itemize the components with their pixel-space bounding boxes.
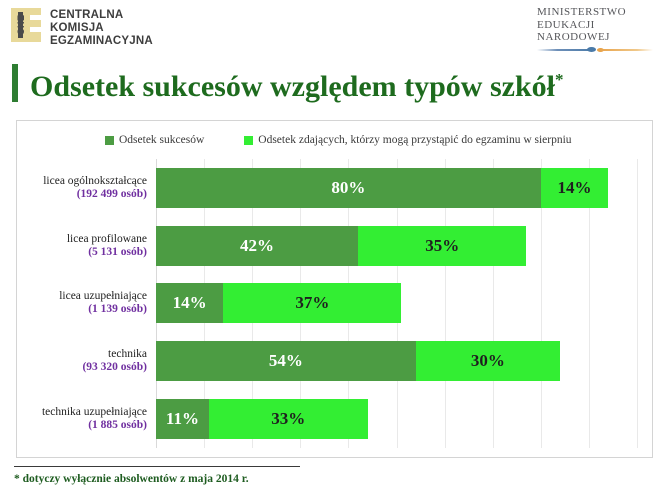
bar-segment-primary-label: 42% <box>240 235 274 255</box>
bar-segment-secondary-label: 37% <box>295 293 330 313</box>
footnote: * dotyczy wyłącznie absolwentów z maja 2… <box>14 466 314 485</box>
cke-logo: CKE CENTRALNA KOMISJA EGZAMINACYJNA <box>11 8 153 49</box>
bar-row-label: licea uzupełniające (1 139 osób) <box>17 290 156 316</box>
legend-label-series1: Odsetek sukcesów <box>119 134 205 146</box>
cke-mark-bar <box>18 12 23 38</box>
bar-row-category-name: licea uzupełniające <box>59 290 147 303</box>
men-logo-rule-icon <box>537 47 653 53</box>
bar-row-category-count: (192 499 osób) <box>76 187 147 200</box>
footnote-divider <box>14 466 300 467</box>
chart-bar-row: technika uzupełniające (1 885 osób) 11% 33% <box>17 390 654 448</box>
bar-segment-primary[interactable]: 14% <box>156 283 224 324</box>
bar-segment-secondary-label: 30% <box>470 351 505 371</box>
chart-plot-area: licea ogólnokształcące (192 499 osób) 80% 1… <box>17 159 654 456</box>
bar-segment-primary[interactable]: 80% <box>156 167 541 208</box>
bar-track: 11% 33% <box>156 399 654 440</box>
bar-segment-secondary[interactable]: 33% <box>208 399 368 440</box>
men-logo: MINISTERSTWO EDUKACJI NARODOWEJ <box>537 6 657 53</box>
cke-logo-line3: EGZAMINACYJNA <box>50 35 153 48</box>
chart-bar-row: licea profilowane (5 131 osób) 42% 35% <box>17 217 654 275</box>
bar-row-category-name: licea profilowane <box>66 232 147 245</box>
bar-track: 54% 30% <box>156 341 654 382</box>
legend-label-series2: Odsetek zdających, którzy mogą przystąpi… <box>258 134 572 146</box>
cke-mark-notch-mid <box>30 27 41 32</box>
bar-row-category-count: (5 131 osób) <box>88 245 147 258</box>
chart-legend: Odsetek sukcesów Odsetek zdających, któr… <box>17 130 654 150</box>
men-rule-blue-segment <box>537 48 595 51</box>
cke-mark-notch-top <box>30 15 41 20</box>
bar-row-category-name: technika <box>108 348 147 361</box>
chart-bar-row: licea ogólnokształcące (192 499 osób) 80% 1… <box>17 159 654 217</box>
bar-segment-primary-label: 11% <box>165 409 199 429</box>
chart-panel: Odsetek sukcesów Odsetek zdających, któr… <box>16 120 653 458</box>
bar-segment-primary-label: 14% <box>172 293 207 313</box>
bar-row-category-count: (93 320 osób) <box>82 361 147 374</box>
men-rule-orange-segment <box>599 48 653 51</box>
men-logo-line2: EDUKACJI <box>537 18 595 31</box>
title-text: Odsetek sukcesów względem typów szkół <box>30 69 555 103</box>
men-rule-blue-dot <box>587 47 596 53</box>
legend-item-odsetek-zdajacych: Odsetek zdających, którzy mogą przystąpi… <box>244 134 572 146</box>
footnote-text: * dotyczy wyłącznie absolwentów z maja 2… <box>14 473 249 485</box>
bar-row-category-name: licea ogólnokształcące <box>43 174 147 187</box>
bar-segment-secondary[interactable]: 37% <box>223 283 402 324</box>
chart-bar-rows: licea ogólnokształcące (192 499 osób) 80% 1… <box>17 159 654 448</box>
men-logo-text: MINISTERSTWO EDUKACJI NARODOWEJ <box>537 6 657 44</box>
bar-segment-primary[interactable]: 11% <box>156 399 209 440</box>
legend-item-odsetek-sukcesow: Odsetek sukcesów <box>105 134 204 146</box>
bar-row-category-count: (1 139 osób) <box>88 303 147 316</box>
bar-segment-primary-label: 80% <box>331 177 366 197</box>
bar-segment-secondary[interactable]: 14% <box>540 167 609 208</box>
bar-segment-secondary[interactable]: 35% <box>358 225 527 266</box>
bar-segment-primary[interactable]: 42% <box>156 225 359 266</box>
cke-logo-line1: CENTRALNA <box>50 9 124 21</box>
men-logo-line3: NARODOWEJ <box>537 31 610 44</box>
gridline-70 <box>492 159 494 448</box>
gridline-90 <box>588 159 590 448</box>
bar-segment-primary-label: 54% <box>268 351 303 371</box>
chart-bar-row: licea uzupełniające (1 139 osób) 14% 37% <box>17 275 654 333</box>
bar-segment-secondary-label: 33% <box>271 409 306 429</box>
bar-segment-secondary-label: 14% <box>557 177 592 197</box>
cke-logo-line2: KOMISJA <box>50 22 104 35</box>
bar-row-label: licea profilowane (5 131 osób) <box>17 233 156 259</box>
page-title: Odsetek sukcesów względem typów szkół* <box>12 60 657 106</box>
bar-track: 80% 14% <box>156 167 654 208</box>
slide-header: CKE CENTRALNA KOMISJA EGZAMINACYJNA MINI… <box>0 0 669 58</box>
bar-track: 42% 35% <box>156 225 654 266</box>
bar-segment-secondary-label: 35% <box>425 235 460 255</box>
bar-row-category-count: (1 885 osób) <box>88 419 147 432</box>
men-logo-line1: MINISTERSTWO <box>537 6 627 18</box>
title-accent-bar <box>12 64 18 102</box>
bar-row-category-name: technika uzupełniające <box>41 406 147 419</box>
title-asterisk: * <box>555 69 564 89</box>
chart-bar-row: technika (93 320 osób) 54% 30% <box>17 332 654 390</box>
legend-swatch-icon-series1 <box>105 135 114 145</box>
bar-track: 14% 37% <box>156 283 654 324</box>
gridline-60 <box>444 159 446 448</box>
bar-row-label: technika (93 320 osób) <box>17 348 156 374</box>
bar-segment-secondary[interactable]: 30% <box>415 341 561 382</box>
title-text-container: Odsetek sukcesów względem typów szkół* <box>30 63 564 104</box>
bar-row-label: licea ogólnokształcące (192 499 osób) <box>17 175 156 201</box>
gridline-100 <box>637 159 638 448</box>
bar-row-label: technika uzupełniające (1 885 osób) <box>17 406 156 432</box>
legend-swatch-icon-series2 <box>244 135 254 145</box>
cke-logo-mark-icon: CKE <box>11 8 41 42</box>
cke-logo-text: CENTRALNA KOMISJA EGZAMINACYJNA <box>50 8 153 49</box>
bar-segment-primary[interactable]: 54% <box>156 341 416 382</box>
cke-mark-letters: CKE <box>16 14 26 36</box>
gridline-80 <box>540 159 542 448</box>
